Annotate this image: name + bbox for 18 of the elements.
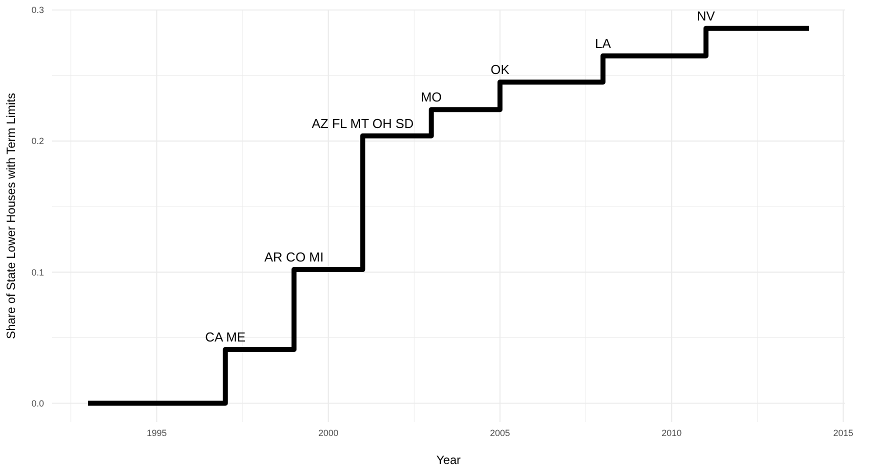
annotation: NV	[696, 8, 716, 24]
y-tick-label: 0.1	[31, 267, 44, 278]
y-tick-label: 0.0	[31, 398, 44, 408]
x-axis-title: Year	[436, 453, 461, 467]
y-axis-title: Share of State Lower Houses with Term Limits	[4, 93, 18, 339]
x-tick-label: 2000	[318, 428, 338, 438]
y-tick-label: 0.3	[31, 5, 44, 16]
y-tick-label: 0.2	[31, 136, 44, 146]
x-tick-label: 1995	[146, 428, 167, 438]
annotation: AZ FL MT OH SD	[312, 116, 414, 131]
annotation: MO	[420, 90, 442, 105]
annotation: AR CO MI	[264, 250, 324, 265]
x-tick-label: 2010	[662, 428, 682, 438]
x-tick-label: 2005	[490, 428, 510, 438]
annotation: CA ME	[205, 330, 246, 345]
x-tick-label: 2015	[833, 428, 854, 438]
annotation: LA	[595, 36, 612, 51]
annotation: OK	[490, 62, 510, 78]
